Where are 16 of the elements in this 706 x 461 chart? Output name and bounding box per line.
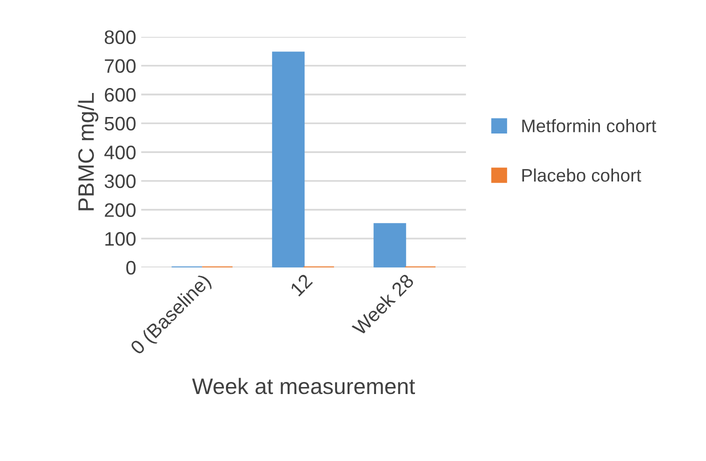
y-tick-label: 400 bbox=[104, 146, 136, 160]
y-axis-title: PBMC mg/L bbox=[78, 92, 98, 210]
y-tick-label: 200 bbox=[104, 203, 136, 217]
x-tick-label: 12 bbox=[290, 273, 313, 296]
x-axis-title: Week at measurement bbox=[192, 378, 415, 394]
y-tick-label: 600 bbox=[104, 88, 136, 102]
legend-label: Placebo cohort bbox=[522, 168, 642, 182]
y-tick-label: 0 bbox=[126, 260, 136, 275]
bar bbox=[272, 52, 305, 268]
legend-label: Metformin cohort bbox=[522, 119, 656, 132]
y-tick-label: 500 bbox=[104, 116, 136, 131]
y-tick-label: 700 bbox=[104, 59, 136, 73]
y-tick-label: 100 bbox=[105, 232, 136, 246]
y-tick-label: 800 bbox=[104, 30, 136, 44]
bar bbox=[374, 223, 406, 268]
y-tick-label: 300 bbox=[104, 174, 136, 188]
